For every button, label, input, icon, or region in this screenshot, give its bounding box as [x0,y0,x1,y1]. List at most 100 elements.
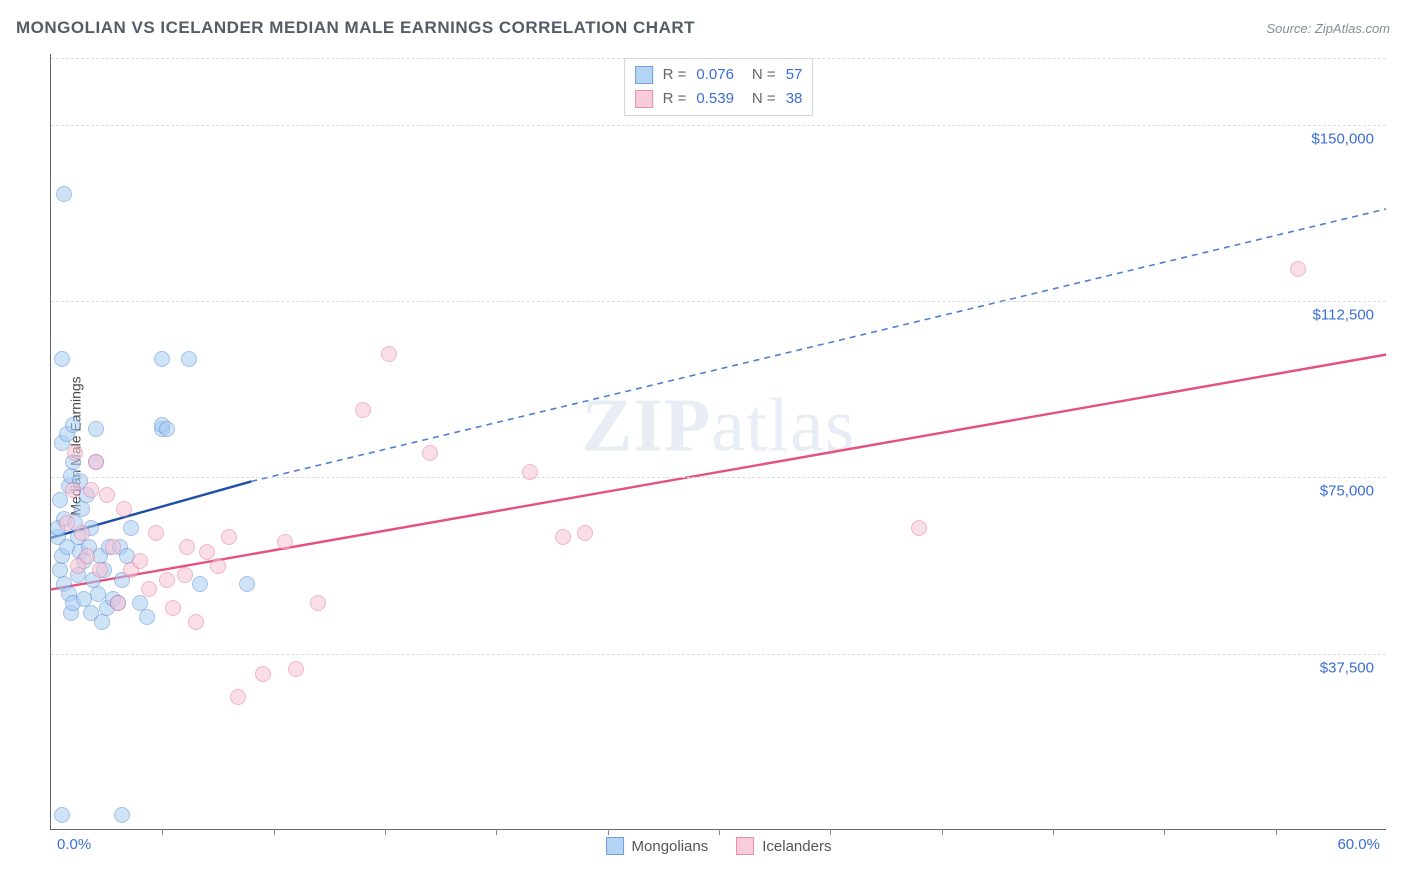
y-tick-label: $150,000 [1311,130,1374,147]
x-max-label: 60.0% [1337,836,1380,853]
stat-legend-row: R = 0.076 N = 57 [635,63,803,87]
watermark: ZIPatlas [582,383,856,470]
data-point [83,482,99,498]
plot-area: ZIPatlas R =0.076N =57R =0.539N =38 Mong… [50,54,1386,830]
data-point [555,529,571,545]
gridline [51,301,1386,302]
chart-title: MONGOLIAN VS ICELANDER MEDIAN MALE EARNI… [16,18,695,38]
data-point [239,576,255,592]
data-point [56,186,72,202]
x-tick [608,829,609,835]
data-point [165,600,181,616]
data-point [230,689,246,705]
trend-line [51,355,1386,590]
x-tick [1053,829,1054,835]
data-point [181,351,197,367]
r-label: R = [663,63,687,87]
x-tick [830,829,831,835]
data-point [65,482,81,498]
data-point [188,614,204,630]
data-point [74,525,90,541]
data-point [221,529,237,545]
data-point [94,614,110,630]
x-tick [942,829,943,835]
data-point [67,445,83,461]
legend-swatch [635,90,653,108]
trend-line [251,209,1386,481]
data-point [199,544,215,560]
data-point [192,576,208,592]
x-tick [496,829,497,835]
data-point [381,346,397,362]
legend-swatch [606,837,624,855]
data-point [355,402,371,418]
r-value: 0.076 [696,63,734,87]
data-point [310,595,326,611]
data-point [74,501,90,517]
data-point [177,567,193,583]
gridline [51,58,1386,59]
data-point [210,558,226,574]
gridline [51,125,1386,126]
x-tick [274,829,275,835]
gridline [51,654,1386,655]
data-point [522,464,538,480]
x-min-label: 0.0% [57,836,91,853]
data-point [159,421,175,437]
n-value: 57 [786,63,803,87]
series-legend: Mongolians Icelanders [606,837,832,855]
data-point [132,553,148,569]
data-point [422,445,438,461]
x-tick [719,829,720,835]
data-point [159,572,175,588]
data-point [911,520,927,536]
data-point [59,515,75,531]
y-tick-label: $112,500 [1313,306,1374,323]
stat-legend-row: R =0.539N =38 [635,87,803,111]
data-point [577,525,593,541]
series-legend-label: Icelanders [762,838,831,855]
trend-lines-layer [51,54,1386,829]
data-point [79,548,95,564]
data-point [88,421,104,437]
legend-swatch [736,837,754,855]
series-legend-item: Mongolians [606,837,709,855]
title-bar: MONGOLIAN VS ICELANDER MEDIAN MALE EARNI… [16,18,1390,38]
data-point [139,609,155,625]
data-point [154,351,170,367]
source-attribution: Source: ZipAtlas.com [1266,21,1390,36]
x-tick [385,829,386,835]
stat-legend-box: R =0.076N =57R =0.539N =38 [624,58,814,116]
data-point [141,581,157,597]
series-legend-item: Icelanders [736,837,831,855]
data-point [1290,261,1306,277]
data-point [92,562,108,578]
gridline [51,477,1386,478]
n-label: N = [752,87,776,111]
data-point [116,501,132,517]
r-label: R = [663,87,687,111]
data-point [65,417,81,433]
data-point [114,807,130,823]
data-point [54,807,70,823]
x-tick [162,829,163,835]
y-tick-label: $37,500 [1320,659,1374,676]
n-label: N = [752,63,776,87]
x-tick [1276,829,1277,835]
data-point [99,487,115,503]
data-point [123,520,139,536]
y-tick-label: $75,000 [1320,483,1374,500]
data-point [277,534,293,550]
data-point [148,525,164,541]
r-value: 0.539 [696,87,734,111]
x-tick [1164,829,1165,835]
data-point [179,539,195,555]
chart-container: MONGOLIAN VS ICELANDER MEDIAN MALE EARNI… [0,0,1406,892]
data-point [288,661,304,677]
watermark-rest: atlas [711,384,855,468]
data-point [54,351,70,367]
data-point [110,595,126,611]
data-point [88,454,104,470]
data-point [255,666,271,682]
watermark-bold: ZIP [582,384,712,468]
